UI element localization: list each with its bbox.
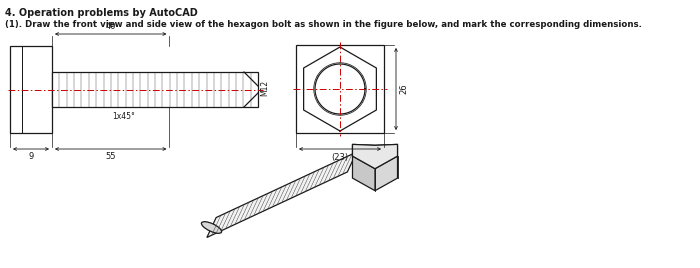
- Bar: [296, 45, 384, 133]
- Text: 26: 26: [399, 84, 408, 94]
- Polygon shape: [353, 156, 375, 191]
- Text: 55: 55: [106, 152, 116, 161]
- Text: M12: M12: [260, 79, 269, 96]
- Text: (23): (23): [331, 153, 349, 162]
- Polygon shape: [375, 156, 398, 191]
- Polygon shape: [353, 144, 398, 169]
- Polygon shape: [353, 144, 398, 169]
- Text: 1x45°: 1x45°: [113, 112, 136, 121]
- Text: 40: 40: [106, 22, 116, 31]
- Ellipse shape: [202, 222, 222, 233]
- Bar: [10, 46, 52, 133]
- Polygon shape: [207, 152, 356, 237]
- Bar: [52, 72, 258, 107]
- Text: (1). Draw the front view and side view of the hexagon bolt as shown in the figur: (1). Draw the front view and side view o…: [5, 20, 642, 29]
- Text: 9: 9: [29, 152, 34, 161]
- Text: 4. Operation problems by AutoCAD: 4. Operation problems by AutoCAD: [5, 8, 197, 18]
